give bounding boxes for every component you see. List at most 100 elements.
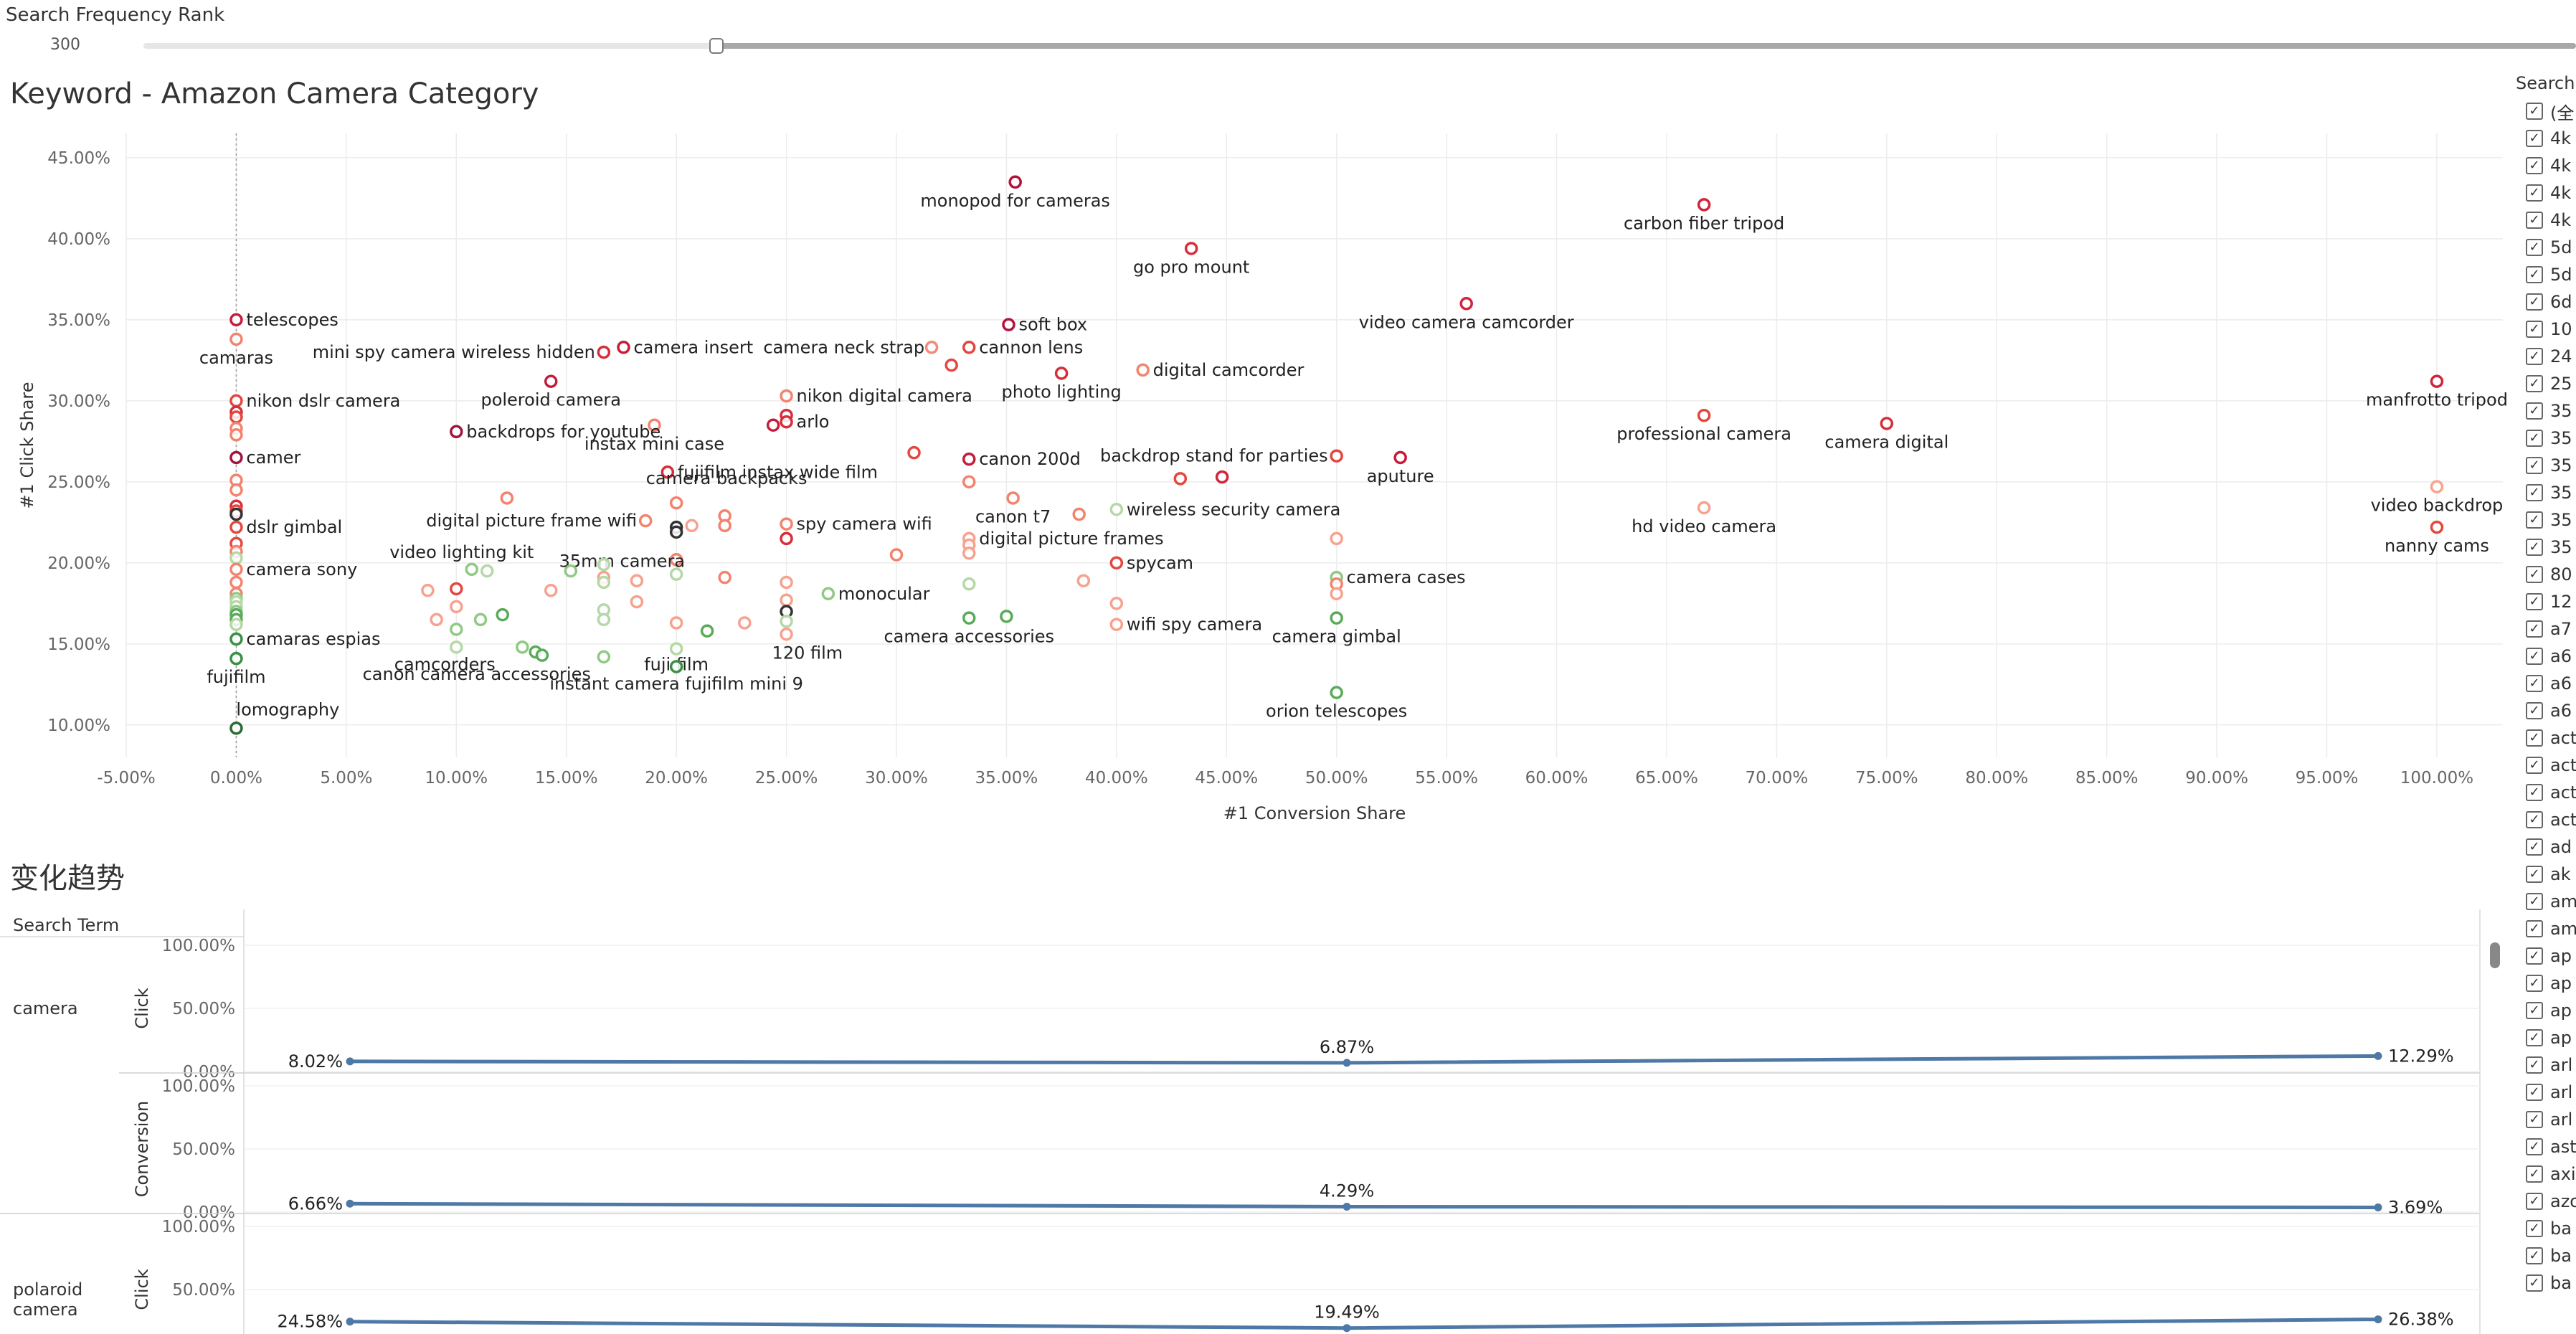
checkbox-checked-icon[interactable]: ✓: [2526, 566, 2543, 583]
checkbox-checked-icon[interactable]: ✓: [2526, 620, 2543, 638]
checkbox-checked-icon[interactable]: ✓: [2526, 1247, 2543, 1264]
trend-scrollbar-thumb[interactable]: [2490, 942, 2500, 968]
checkbox-checked-icon[interactable]: ✓: [2526, 675, 2543, 692]
checkbox-checked-icon[interactable]: ✓: [2526, 157, 2543, 174]
legend-item[interactable]: ✓ azo: [2516, 1188, 2576, 1215]
checkbox-checked-icon[interactable]: ✓: [2526, 838, 2543, 856]
chart-canvas: -5.00% 0.00% 5.00% 10.00% 15.00% 20.00% 25.00%…: [0, 133, 2508, 1334]
legend-item[interactable]: ✓ 4k: [2516, 152, 2576, 179]
legend-item[interactable]: ✓ a6: [2516, 697, 2576, 724]
legend-item[interactable]: ✓ 5d: [2516, 261, 2576, 288]
checkbox-checked-icon[interactable]: ✓: [2526, 1029, 2543, 1046]
checkbox-checked-icon[interactable]: ✓: [2526, 321, 2543, 338]
scatter-point: [1393, 450, 1407, 465]
checkbox-checked-icon[interactable]: ✓: [2526, 975, 2543, 992]
checkbox-checked-icon[interactable]: ✓: [2526, 893, 2543, 910]
legend-item[interactable]: ✓ act: [2516, 779, 2576, 806]
checkbox-checked-icon[interactable]: ✓: [2526, 293, 2543, 311]
checkbox-checked-icon[interactable]: ✓: [2526, 184, 2543, 202]
slider-handle[interactable]: [709, 38, 724, 54]
legend-item[interactable]: ✓ 4k: [2516, 207, 2576, 234]
checkbox-checked-icon[interactable]: ✓: [2526, 103, 2543, 120]
checkbox-checked-icon[interactable]: ✓: [2526, 866, 2543, 883]
legend-item[interactable]: ✓ ba: [2516, 1242, 2576, 1269]
legend-item[interactable]: ✓ 6d: [2516, 288, 2576, 316]
checkbox-checked-icon[interactable]: ✓: [2526, 1084, 2543, 1101]
legend-item[interactable]: ✓ arl: [2516, 1106, 2576, 1133]
checkbox-checked-icon[interactable]: ✓: [2526, 811, 2543, 828]
checkbox-checked-icon[interactable]: ✓: [2526, 1220, 2543, 1237]
legend-item[interactable]: ✓ ap: [2516, 942, 2576, 970]
checkbox-checked-icon[interactable]: ✓: [2526, 648, 2543, 665]
legend-item[interactable]: ✓ 25: [2516, 370, 2576, 397]
legend-item-label: ap: [2550, 1000, 2572, 1021]
legend-item[interactable]: ✓ a6: [2516, 670, 2576, 697]
legend-item[interactable]: ✓ a7: [2516, 615, 2576, 643]
legend-item[interactable]: ✓ 10: [2516, 316, 2576, 343]
legend-item[interactable]: ✓ ba: [2516, 1215, 2576, 1242]
legend-item[interactable]: ✓ 35: [2516, 506, 2576, 534]
legend-item[interactable]: ✓ ba: [2516, 1269, 2576, 1297]
legend-item[interactable]: ✓ 35: [2516, 452, 2576, 479]
legend-item[interactable]: ✓ (全: [2516, 98, 2576, 125]
trend-y-tick-label: 100.00%: [162, 1218, 235, 1236]
x-tick-label: 65.00%: [1635, 769, 1698, 787]
checkbox-checked-icon[interactable]: ✓: [2526, 1165, 2543, 1183]
legend-item[interactable]: ✓ ak: [2516, 861, 2576, 888]
legend-item[interactable]: ✓ 12: [2516, 588, 2576, 615]
legend-item[interactable]: ✓ am: [2516, 915, 2576, 942]
legend-item[interactable]: ✓ axi: [2516, 1160, 2576, 1188]
checkbox-checked-icon[interactable]: ✓: [2526, 1193, 2543, 1210]
legend-item[interactable]: ✓ 4k: [2516, 125, 2576, 152]
legend-item[interactable]: ✓ act: [2516, 724, 2576, 752]
scatter-point: [597, 650, 611, 664]
legend-item[interactable]: ✓ am: [2516, 888, 2576, 915]
scatter-point: [669, 525, 683, 539]
checkbox-checked-icon[interactable]: ✓: [2526, 484, 2543, 501]
checkbox-checked-icon[interactable]: ✓: [2526, 729, 2543, 747]
legend-item[interactable]: ✓ 35: [2516, 425, 2576, 452]
checkbox-checked-icon[interactable]: ✓: [2526, 266, 2543, 283]
checkbox-checked-icon[interactable]: ✓: [2526, 1138, 2543, 1155]
legend-item[interactable]: ✓ a6: [2516, 643, 2576, 670]
slider-track-inactive[interactable]: [143, 43, 714, 49]
slider-track-active[interactable]: [717, 43, 2576, 49]
legend-item[interactable]: ✓ 35: [2516, 397, 2576, 425]
legend-item[interactable]: ✓ ap: [2516, 1024, 2576, 1051]
legend-item[interactable]: ✓ 4k: [2516, 179, 2576, 207]
legend-item[interactable]: ✓ ast: [2516, 1133, 2576, 1160]
checkbox-checked-icon[interactable]: ✓: [2526, 511, 2543, 529]
legend-item[interactable]: ✓ 35: [2516, 534, 2576, 561]
legend-item[interactable]: ✓ 24: [2516, 343, 2576, 370]
checkbox-checked-icon[interactable]: ✓: [2526, 430, 2543, 447]
checkbox-checked-icon[interactable]: ✓: [2526, 212, 2543, 229]
legend-item[interactable]: ✓ arl: [2516, 1051, 2576, 1079]
checkbox-checked-icon[interactable]: ✓: [2526, 593, 2543, 610]
checkbox-checked-icon[interactable]: ✓: [2526, 947, 2543, 965]
checkbox-checked-icon[interactable]: ✓: [2526, 539, 2543, 556]
checkbox-checked-icon[interactable]: ✓: [2526, 402, 2543, 420]
legend-item[interactable]: ✓ 35: [2516, 479, 2576, 506]
checkbox-checked-icon[interactable]: ✓: [2526, 130, 2543, 147]
legend-item[interactable]: ✓ act: [2516, 752, 2576, 779]
legend-item[interactable]: ✓ ap: [2516, 997, 2576, 1024]
checkbox-checked-icon[interactable]: ✓: [2526, 1274, 2543, 1292]
legend-item[interactable]: ✓ 5d: [2516, 234, 2576, 261]
legend-item[interactable]: ✓ ad: [2516, 833, 2576, 861]
checkbox-checked-icon[interactable]: ✓: [2526, 1111, 2543, 1128]
legend-item[interactable]: ✓ 80: [2516, 561, 2576, 588]
checkbox-checked-icon[interactable]: ✓: [2526, 239, 2543, 256]
checkbox-checked-icon[interactable]: ✓: [2526, 702, 2543, 719]
checkbox-checked-icon[interactable]: ✓: [2526, 1056, 2543, 1074]
scatter-point: [450, 600, 463, 614]
checkbox-checked-icon[interactable]: ✓: [2526, 784, 2543, 801]
checkbox-checked-icon[interactable]: ✓: [2526, 920, 2543, 937]
checkbox-checked-icon[interactable]: ✓: [2526, 757, 2543, 774]
legend-item[interactable]: ✓ act: [2516, 806, 2576, 833]
checkbox-checked-icon[interactable]: ✓: [2526, 375, 2543, 392]
checkbox-checked-icon[interactable]: ✓: [2526, 348, 2543, 365]
checkbox-checked-icon[interactable]: ✓: [2526, 1002, 2543, 1019]
legend-item[interactable]: ✓ ap: [2516, 970, 2576, 997]
checkbox-checked-icon[interactable]: ✓: [2526, 457, 2543, 474]
legend-item[interactable]: ✓ arl: [2516, 1079, 2576, 1106]
